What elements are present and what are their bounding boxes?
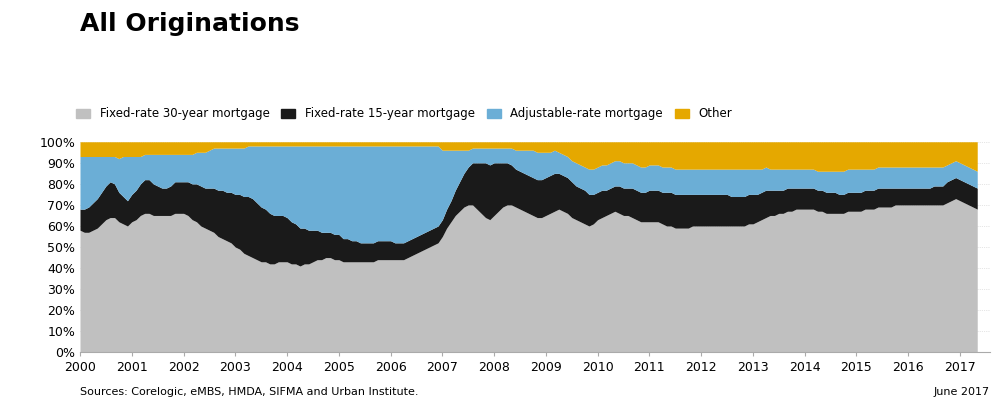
Text: June 2017: June 2017	[934, 387, 990, 397]
Legend: Fixed-rate 30-year mortgage, Fixed-rate 15-year mortgage, Adjustable-rate mortga: Fixed-rate 30-year mortgage, Fixed-rate …	[76, 107, 732, 120]
Text: All Originations: All Originations	[80, 12, 300, 36]
Text: Sources: Corelogic, eMBS, HMDA, SIFMA and Urban Institute.: Sources: Corelogic, eMBS, HMDA, SIFMA an…	[80, 387, 418, 397]
